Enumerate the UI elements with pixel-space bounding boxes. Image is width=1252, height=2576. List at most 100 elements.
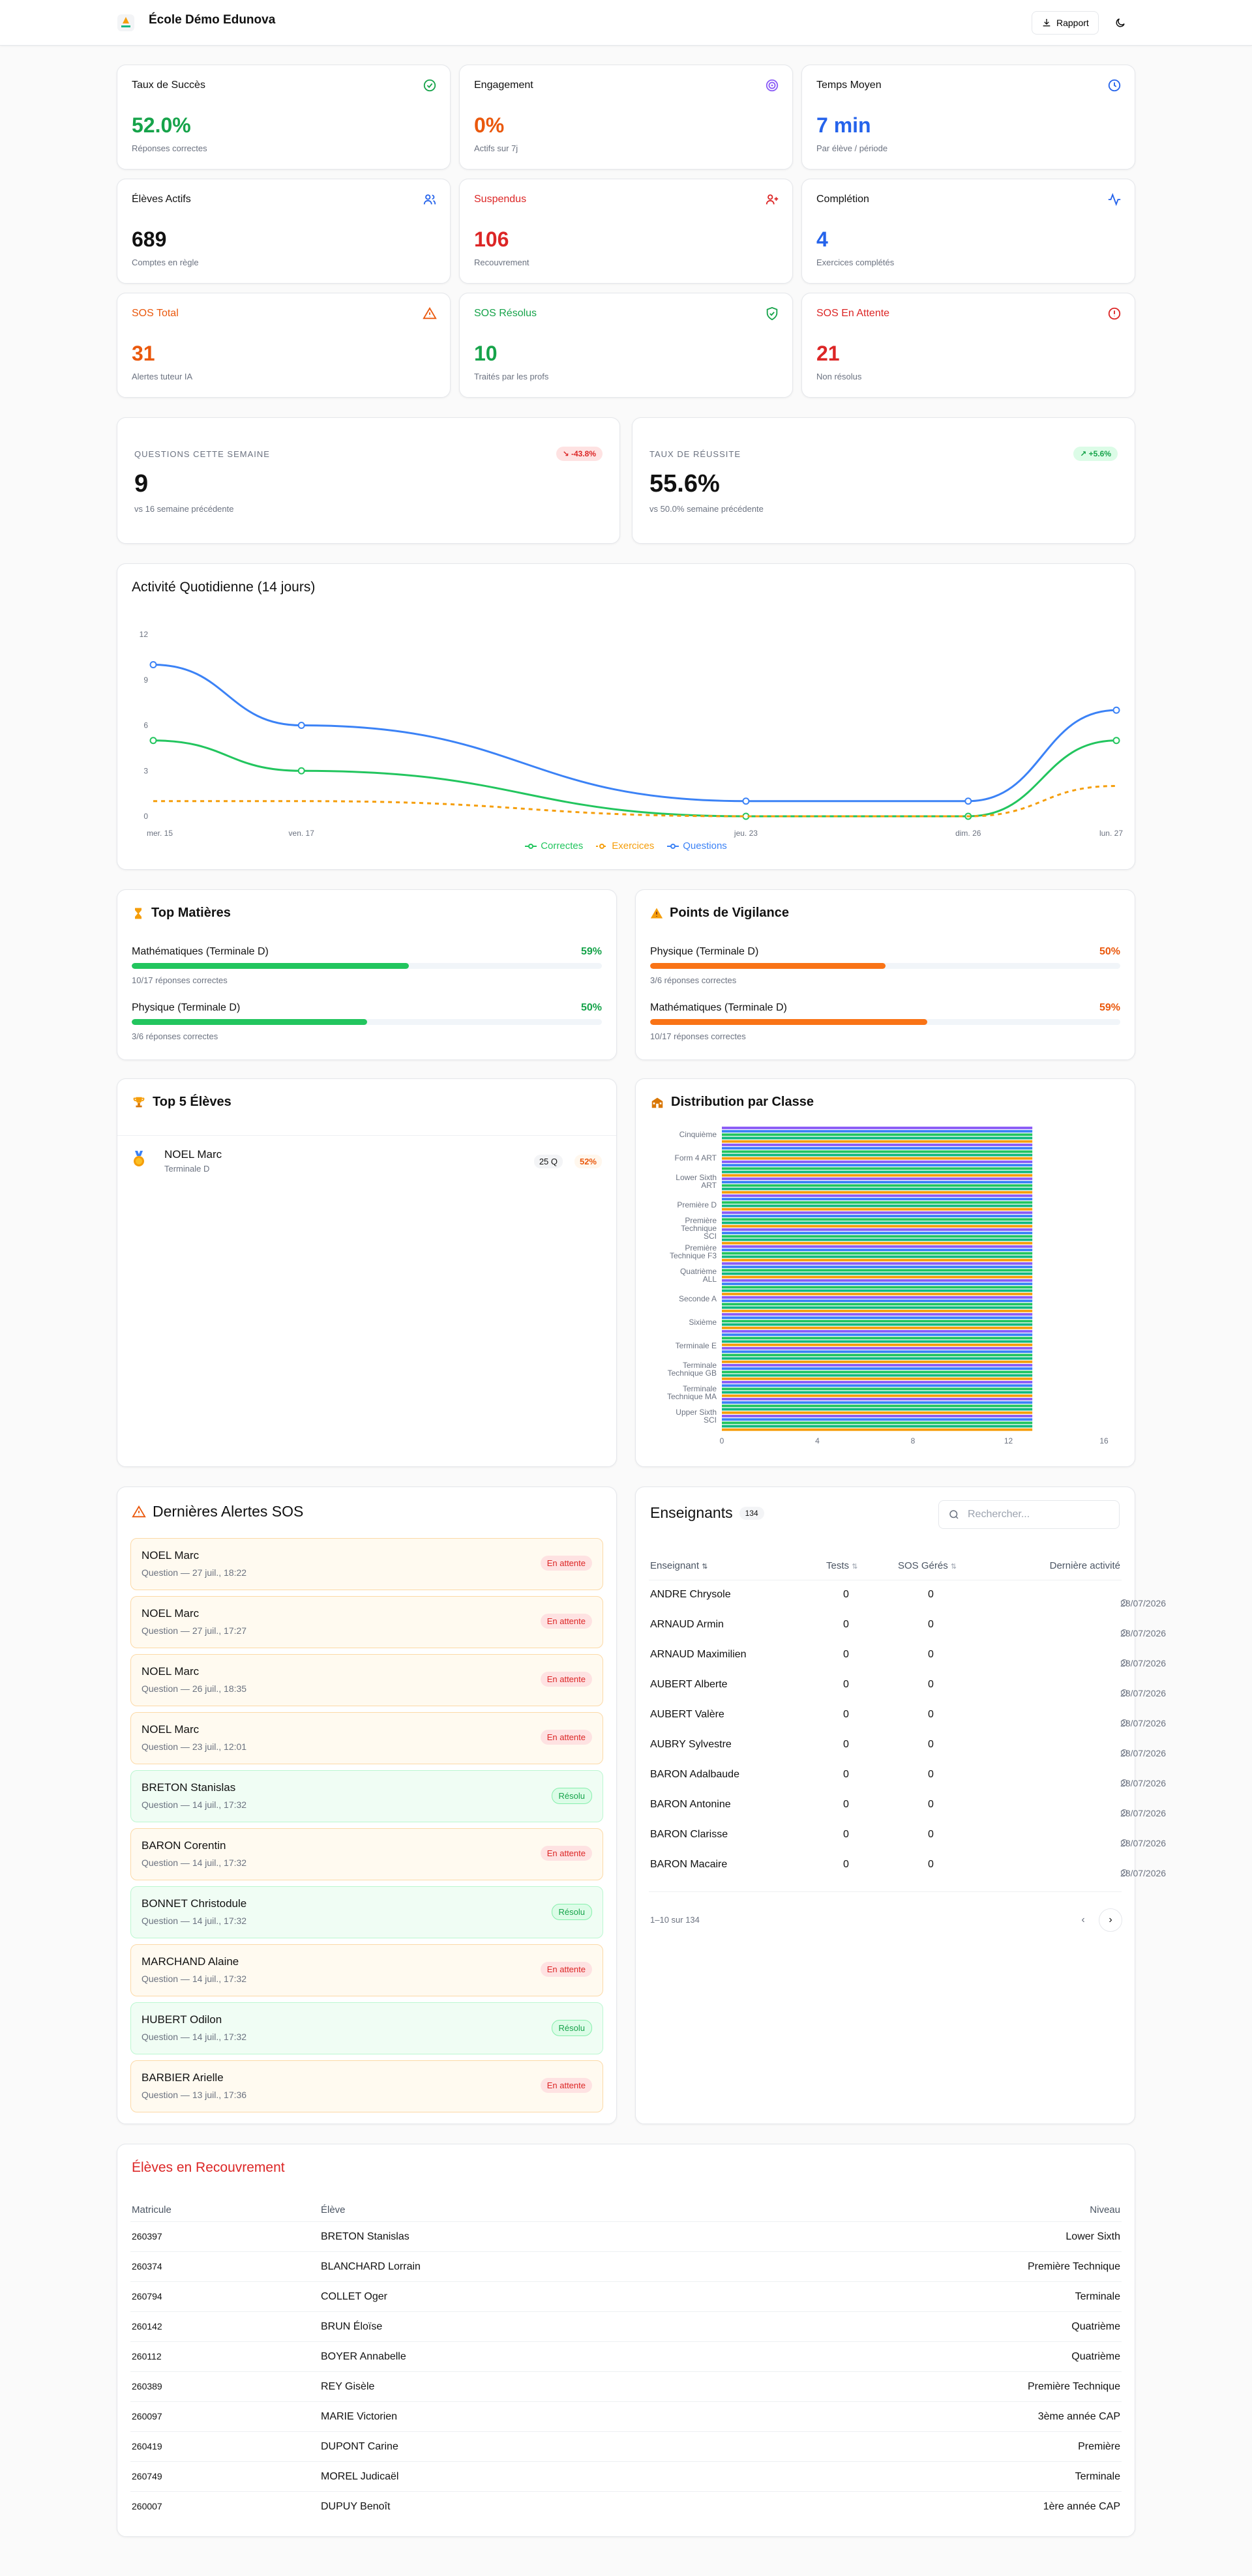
- prev-page-button[interactable]: ‹: [1071, 1908, 1095, 1932]
- table-row[interactable]: AUBERT Alberte 0 0 28/07/2026: [650, 1679, 1167, 1698]
- sos-status-badge: En attente: [540, 1614, 592, 1629]
- col-enseignant[interactable]: Enseignant ⇅: [650, 1560, 708, 1571]
- teacher-search-input[interactable]: Rechercher...: [938, 1500, 1120, 1529]
- y-tick-label: Terminale Technique GB: [668, 1361, 717, 1378]
- student-matricule: 260397: [132, 2231, 162, 2242]
- subject-item: Physique (Terminale D) 50% 3/6 réponses co…: [132, 1002, 602, 1041]
- series-line: [153, 739, 1117, 818]
- sort-icon: ⇅: [852, 1563, 858, 1571]
- y-tick-label: Première D: [677, 1200, 717, 1209]
- table-row[interactable]: ANDRE Chrysole 0 0 28/07/2026: [650, 1589, 1167, 1608]
- bar: [722, 1303, 1033, 1306]
- bar: [722, 1255, 1033, 1258]
- bar: [722, 1316, 1033, 1320]
- legend-marker-icon: [667, 843, 679, 850]
- bar: [722, 1306, 1033, 1309]
- clock-icon: [1120, 1868, 1128, 1878]
- sos-alert-item[interactable]: NOEL Marc Question — 27 juil., 18:22 En at…: [130, 1538, 603, 1590]
- bar: [722, 1204, 1033, 1207]
- bar: [722, 1167, 1033, 1170]
- x-tick-label: ven. 17: [289, 829, 315, 838]
- y-tick-label: Quatrième ALL: [680, 1267, 717, 1284]
- sos-alert-item[interactable]: NOEL Marc Question — 26 juil., 18:35 En at…: [130, 1654, 603, 1706]
- table-row[interactable]: AUBERT Valère 0 0 28/07/2026: [650, 1709, 1167, 1728]
- bar: [722, 1309, 1033, 1312]
- report-button[interactable]: Rapport: [1032, 11, 1099, 35]
- table-row[interactable]: BARON Clarisse 0 0 28/07/2026: [650, 1829, 1167, 1848]
- bar: [722, 1377, 1033, 1380]
- bar: [722, 1350, 1033, 1354]
- table-row[interactable]: AUBRY Sylvestre 0 0 28/07/2026: [650, 1739, 1167, 1758]
- table-row[interactable]: ARNAUD Armin 0 0 28/07/2026: [650, 1619, 1167, 1638]
- data-point: [1112, 706, 1120, 714]
- bar: [722, 1207, 1033, 1211]
- sos-alert-item[interactable]: BARON Corentin Question — 14 juil., 17:32…: [130, 1828, 603, 1880]
- bar: [722, 1411, 1033, 1414]
- bar: [722, 1391, 1033, 1394]
- bar: [722, 1299, 1033, 1303]
- teacher-tests: 0: [843, 1679, 849, 1690]
- bar: [722, 1262, 1033, 1265]
- sos-alert-item[interactable]: MARCHAND Alaine Question — 14 juil., 17:3…: [130, 1944, 603, 1996]
- weekly-success-card: TAUX DE RÉUSSITE ↗ +5.6% 55.6% vs 50.0% …: [632, 417, 1135, 544]
- sos-status-badge: En attente: [540, 2078, 592, 2093]
- activity-line-chart: 0 3 6 9 12 mer. 15 ven. 17 jeu. 23 dim. 26 lun. 2…: [140, 630, 1124, 838]
- sos-student-name: BARBIER Arielle: [142, 2071, 224, 2084]
- table-row[interactable]: BARON Adalbaude 0 0 28/07/2026: [650, 1769, 1167, 1788]
- teacher-name: ANDRE Chrysole: [650, 1589, 731, 1600]
- clock-icon: [1107, 78, 1122, 93]
- subject-item: Mathématiques (Terminale D) 59% 10/17 répo…: [132, 946, 602, 985]
- x-tick-label: 4: [815, 1436, 820, 1445]
- subject-name: Mathématiques (Terminale D): [650, 1002, 787, 1013]
- progress-bar: [650, 1019, 1120, 1025]
- y-tick-label: Form 4 ART: [675, 1153, 717, 1162]
- student-row[interactable]: NOEL Marc Terminale D 25 Q 52%: [132, 1147, 602, 1178]
- teacher-sos: 0: [928, 1619, 934, 1630]
- teacher-tests: 0: [843, 1649, 849, 1660]
- sos-student-name: NOEL Marc: [142, 1665, 200, 1678]
- table-row[interactable]: ARNAUD Maximilien 0 0 28/07/2026: [650, 1649, 1167, 1668]
- next-page-button[interactable]: ›: [1099, 1908, 1122, 1932]
- weekly-questions-badge: ↘ -43.8%: [556, 447, 603, 461]
- student-matricule: 260794: [132, 2291, 162, 2302]
- sos-alert-item[interactable]: NOEL Marc Question — 27 juil., 17:27 En at…: [130, 1596, 603, 1648]
- sos-alert-item[interactable]: HUBERT Odilon Question — 14 juil., 17:32 R…: [130, 2002, 603, 2054]
- theme-toggle-button[interactable]: [1109, 11, 1132, 35]
- teacher-name: ARNAUD Armin: [650, 1619, 724, 1630]
- sos-alert-item[interactable]: BRETON Stanislas Question — 14 juil., 17:…: [130, 1770, 603, 1822]
- col-sos[interactable]: SOS Gérés ⇅: [898, 1560, 957, 1571]
- bar: [722, 1228, 1033, 1231]
- sos-alert-item[interactable]: BONNET Christodule Question — 14 juil., 1…: [130, 1886, 603, 1938]
- col-last-activity[interactable]: Dernière activité: [1049, 1560, 1120, 1571]
- kpi-value: 21: [816, 342, 840, 365]
- sos-alert-item[interactable]: BARBIER Arielle Question — 13 juil., 17:3…: [130, 2060, 603, 2112]
- teacher-tests: 0: [843, 1619, 849, 1630]
- bar: [722, 1289, 1033, 1292]
- distribution-title: Distribution par Classe: [650, 1095, 814, 1110]
- legend-item[interactable]: Exercices: [596, 840, 654, 851]
- activity-legend: Correctes Exercices Questions: [117, 840, 1135, 851]
- y-tick-label: Première Technique F3: [670, 1243, 717, 1260]
- kpi-label: Suspendus: [474, 194, 527, 205]
- legend-item[interactable]: Questions: [667, 840, 727, 851]
- distribution-bar-chart: 0 4 8 12 16 Cinquième Form 4 ART Lower Sixth ART…: [667, 1127, 1109, 1445]
- kpi-value: 4: [816, 228, 828, 251]
- kpi-card: Élèves Actifs 689 Comptes en règle: [117, 179, 451, 284]
- bar: [722, 1326, 1033, 1329]
- student-level: Terminale: [1075, 2291, 1120, 2302]
- bar: [722, 1252, 1033, 1255]
- sos-status-badge: En attente: [540, 1846, 592, 1861]
- chevron-right-icon: ›: [1109, 1914, 1112, 1925]
- table-row[interactable]: BARON Antonine 0 0 28/07/2026: [650, 1799, 1167, 1818]
- table-row[interactable]: BARON Macaire 0 0 28/07/2026: [650, 1859, 1167, 1878]
- sort-icon: ⇅: [702, 1563, 708, 1571]
- bar: [722, 1415, 1033, 1417]
- kpi-card: Complétion 4 Exercices complétés: [801, 179, 1135, 284]
- student-level: 3ème année CAP: [1037, 2411, 1120, 2422]
- col-tests[interactable]: Tests ⇅: [826, 1560, 858, 1571]
- legend-item[interactable]: Correctes: [525, 840, 583, 851]
- sos-alert-item[interactable]: NOEL Marc Question — 23 juil., 12:01 En at…: [130, 1712, 603, 1764]
- table-row: 260374 BLANCHARD Lorrain Première Techniqu…: [130, 2251, 1122, 2281]
- teacher-tests: 0: [843, 1589, 849, 1600]
- top-students-title: Top 5 Élèves: [132, 1095, 231, 1110]
